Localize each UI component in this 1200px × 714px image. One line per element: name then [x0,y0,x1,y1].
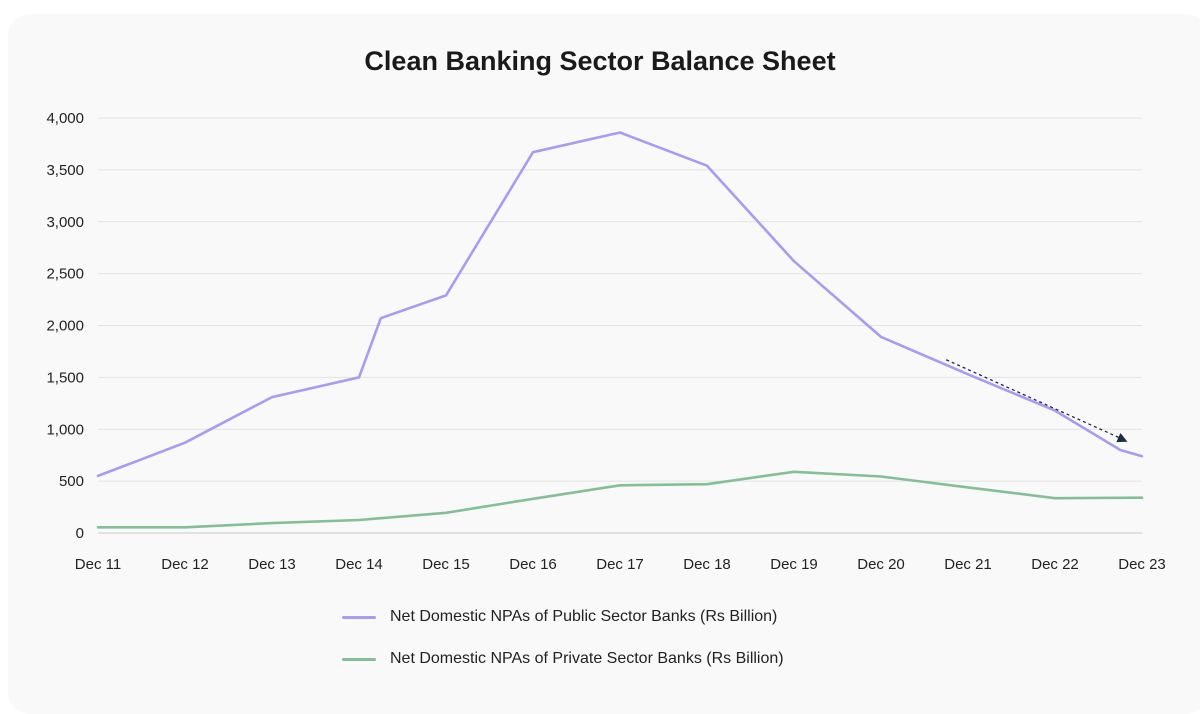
trend-arrow-head [1116,433,1128,443]
legend-swatch [342,615,376,619]
x-tick-label: Dec 22 [1031,556,1079,573]
y-tick-label: 500 [59,473,84,490]
y-tick-label: 1,000 [46,421,84,438]
x-tick-label: Dec 11 [75,556,121,573]
x-tick-label: Dec 17 [596,556,644,573]
private-sector-line [96,470,1144,529]
chart-title: Clean Banking Sector Balance Sheet [364,46,836,76]
x-tick-label: Dec 15 [422,556,470,573]
legend-item: Net Domestic NPAs of Private Sector Bank… [342,646,784,672]
x-tick-label: Dec 14 [335,556,383,573]
y-tick-label: 2,500 [46,266,84,283]
y-tick-label: 3,500 [46,162,84,179]
x-tick-label: Dec 21 [944,556,992,573]
x-tick-label: Dec 12 [161,556,209,573]
y-tick-label: 3,000 [46,214,84,231]
x-tick-label: Dec 23 [1118,556,1166,573]
chart-card [8,14,1200,714]
y-tick-label: 4,000 [46,110,84,127]
x-tick-label: Dec 19 [770,556,818,573]
x-tick-label: Dec 13 [248,556,296,573]
public-sector-line [96,131,1144,478]
legend-item: Net Domestic NPAs of Public Sector Banks… [342,604,784,630]
x-tick-label: Dec 20 [857,556,905,573]
legend-swatch [342,657,376,661]
trend-arrow-line [945,359,1122,440]
y-tick-label: 1,500 [46,369,84,386]
chart-legend: Net Domestic NPAs of Public Sector Banks… [342,604,784,688]
x-tick-label: Dec 16 [509,556,557,573]
legend-label: Net Domestic NPAs of Public Sector Banks… [390,608,778,625]
y-tick-label: 2,000 [46,318,84,335]
x-tick-label: Dec 18 [683,556,731,573]
y-tick-label: 0 [76,525,84,542]
legend-label: Net Domestic NPAs of Private Sector Bank… [390,650,784,667]
